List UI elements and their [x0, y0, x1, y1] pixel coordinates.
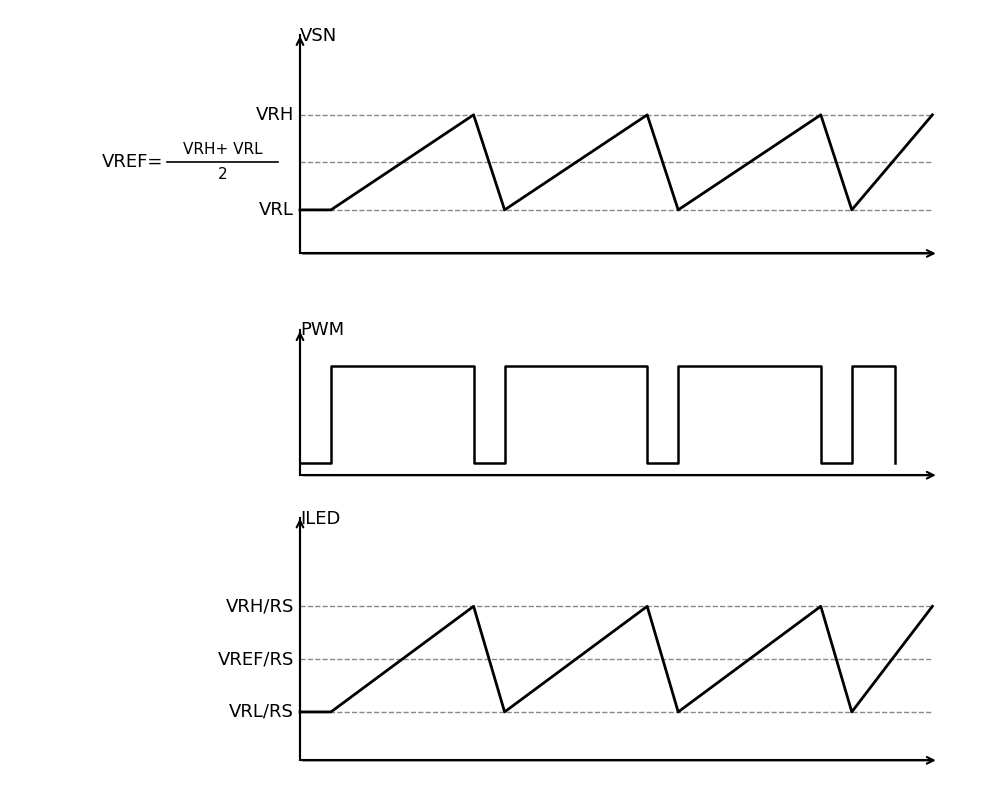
Text: PWM: PWM	[300, 321, 344, 338]
Text: VRL/RS: VRL/RS	[229, 703, 294, 721]
Text: VRL: VRL	[259, 201, 294, 219]
Text: ILED: ILED	[300, 510, 340, 528]
Text: VRH: VRH	[255, 106, 294, 124]
Text: VRH+ VRL: VRH+ VRL	[183, 143, 262, 158]
Text: VREF/RS: VREF/RS	[217, 650, 294, 668]
Text: VRH/RS: VRH/RS	[225, 597, 294, 615]
Text: VREF=: VREF=	[102, 154, 164, 171]
Text: VSN: VSN	[300, 27, 337, 44]
Text: 2: 2	[218, 167, 227, 182]
